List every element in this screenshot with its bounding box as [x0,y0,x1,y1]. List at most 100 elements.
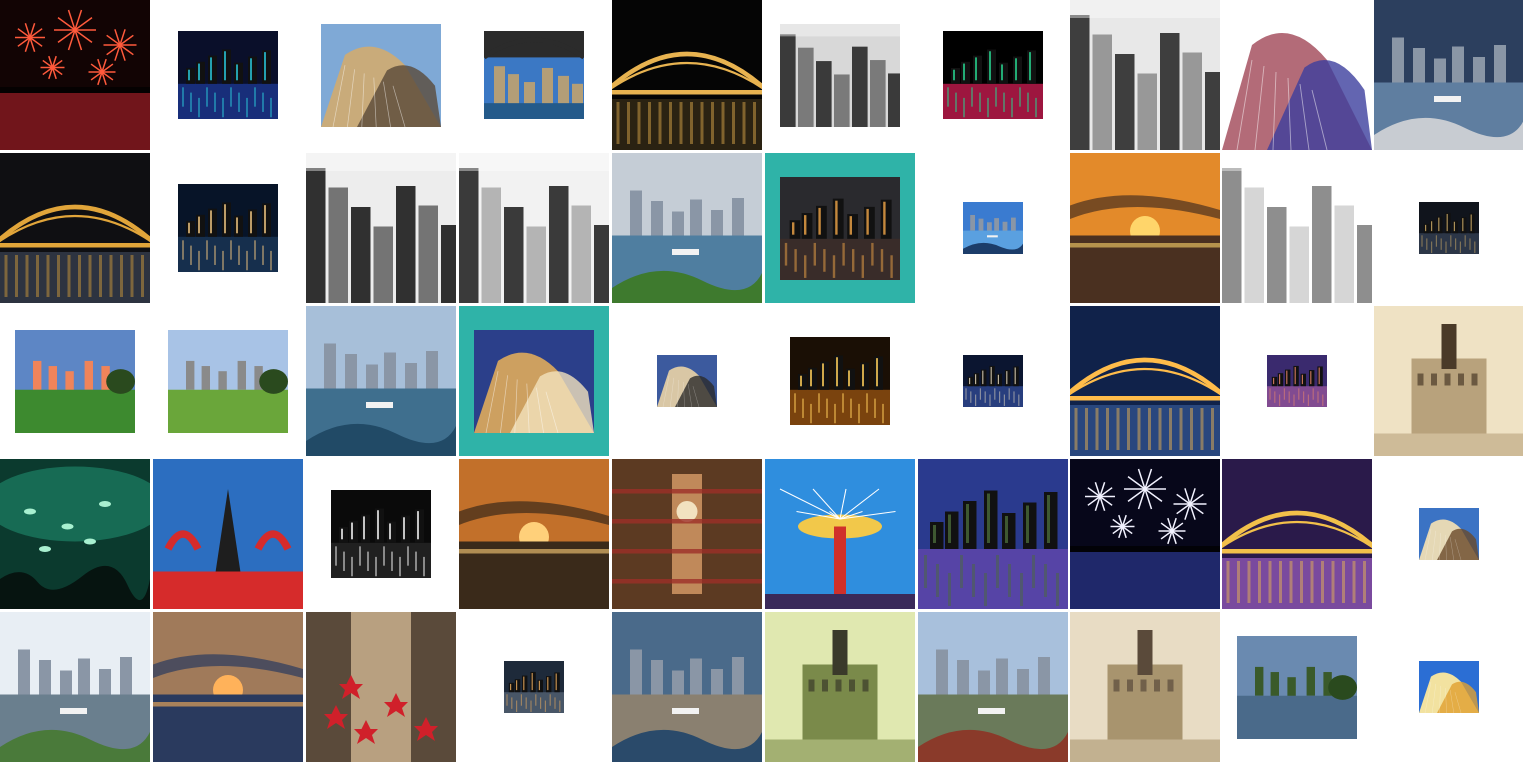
photo-sunset-beach-rocks[interactable] [1070,153,1220,303]
grid-cell [765,612,915,762]
photo-park-path-skyline[interactable] [168,329,288,433]
photo-cbd-black-white[interactable] [780,23,900,127]
photo-vintage-tram-tinted[interactable] [765,612,915,762]
grid-cell [918,0,1068,150]
photo-fireworks-harbour-image [0,0,150,150]
photo-park-path-skyline-image [168,329,288,433]
photo-bridge-construction-sepia[interactable] [1070,612,1220,762]
photo-bridge-construction-sepia-image [1070,612,1220,762]
photo-st-marys-cathedral-harbour[interactable] [918,612,1068,762]
photo-skyscrapers-looking-up-bw[interactable] [306,153,456,303]
photo-skyline-purple-dusk-image [1267,355,1327,407]
photo-opera-house-corner-sky[interactable] [657,355,717,407]
photo-opera-house-dark-water-image [331,490,431,578]
photo-harbour-bridge-night-image [612,0,762,150]
photo-opera-house-corner-sky-image [657,355,717,407]
photo-sydney-tower-fountain-dusk[interactable] [918,459,1068,609]
photo-cbd-black-white-image [780,23,900,127]
photo-skyline-reflection-small-image [504,661,564,713]
grid-cell [1070,0,1220,150]
photo-opera-house-dark-water[interactable] [331,490,431,578]
photo-tree-harbour-foreshore[interactable] [1237,635,1357,739]
photo-sydney-aerial-peninsula-image [612,612,762,762]
photo-pedestrians-from-above-bw[interactable] [459,153,609,303]
photo-fireworks-harbour[interactable] [0,0,150,150]
grid-cell [306,306,456,456]
grid-cell [0,306,150,456]
photo-street-bicycles-bw[interactable] [1070,0,1220,150]
photo-skyline-reflection-small[interactable] [504,661,564,713]
photo-skyline-park-sunset[interactable] [15,329,135,433]
photo-opera-house-tiny-sunny-image [1419,661,1479,713]
photo-aquarium-underwater[interactable] [0,459,150,609]
photo-skyline-park-sunset-image [15,329,135,433]
photo-opera-house-shells-closeup[interactable] [321,23,441,127]
photo-opera-house-shells-closeup-image [321,23,441,127]
photo-sydney-aerial-peninsula[interactable] [612,612,762,762]
photo-sunset-clouds-orange[interactable] [459,459,609,609]
grid-cell [153,306,303,456]
photo-sunset-clouds-orange-image [459,459,609,609]
grid-cell [918,612,1068,762]
photo-opera-house-shell-tiles-bw[interactable] [1222,153,1372,303]
photo-opera-house-small-sky-image [1419,508,1479,560]
photo-circular-quay-aerial[interactable] [612,153,762,303]
photo-opera-house-tiny-sunny[interactable] [1419,661,1479,713]
grid-cell [459,612,609,762]
photo-harbour-bridge-luna-park-dusk[interactable] [1222,459,1372,609]
photo-fireworks-skyline-night[interactable] [1070,459,1220,609]
photo-harbour-cloudy-day-image [306,306,456,456]
grid-cell [1222,459,1372,609]
grid-cell [612,306,762,456]
grid-cell [0,153,150,303]
photo-harbourside-houses-boats-image [0,612,150,762]
photo-sculpture-sky-red-image [153,459,303,609]
photo-opera-house-sails-golden[interactable] [474,329,594,433]
grid-cell [1222,0,1372,150]
grid-cell [918,306,1068,456]
grid-cell [1070,459,1220,609]
photo-swing-ride-blue-sky[interactable] [765,459,915,609]
grid-cell [459,306,609,456]
photo-qvb-interior-clock-image [612,459,762,609]
grid-cell [459,153,609,303]
grid-cell [1374,459,1523,609]
photo-qvb-interior-clock[interactable] [612,459,762,609]
grid-cell [0,459,150,609]
grid-cell [765,0,915,150]
photo-skyline-blue-hour[interactable] [963,202,1023,254]
photo-opera-house-light-beams[interactable] [178,31,278,119]
photo-harbour-bridge-underside[interactable] [484,31,584,119]
grid-cell [306,153,456,303]
photo-opera-house-light-beams-image [178,31,278,119]
grid-cell [153,612,303,762]
photo-darling-harbour-night[interactable] [780,176,900,280]
photo-harbour-cloudy-day[interactable] [306,306,456,456]
photo-harbour-bridge-dusk[interactable] [0,153,150,303]
photo-st-marys-cathedral-harbour-image [918,612,1068,762]
photo-storm-over-city-night[interactable] [1419,202,1479,254]
photo-christmas-stars-street[interactable] [306,612,456,762]
grid-cell [306,0,456,150]
photo-bats-over-bridge-sunset-image [153,612,303,762]
photo-vintage-town-hall-sepia[interactable] [1374,306,1523,456]
photo-opera-house-night-lit[interactable] [178,184,278,272]
photo-bats-over-bridge-sunset[interactable] [153,612,303,762]
grid-cell [765,459,915,609]
photo-opera-house-tiles-purple[interactable] [1222,0,1372,150]
photo-skyline-purple-dusk[interactable] [1267,355,1327,407]
grid-cell [1374,612,1523,762]
photo-harbourside-houses-boats[interactable] [0,612,150,762]
photo-opera-house-vivid-lights-image [943,31,1043,119]
photo-city-lights-aerial-night[interactable] [790,337,890,425]
photo-sculpture-sky-red[interactable] [153,459,303,609]
photo-opera-house-vivid-lights[interactable] [943,31,1043,119]
photo-cruise-ship-harbour[interactable] [1374,0,1523,150]
photo-storm-over-city-night-image [1419,202,1479,254]
photo-christmas-stars-street-image [306,612,456,762]
grid-cell [459,0,609,150]
photo-harbour-bridge-blue-night[interactable] [1070,306,1220,456]
photo-opera-house-small-sky[interactable] [1419,508,1479,560]
photo-harbour-bridge-night[interactable] [612,0,762,150]
photo-opera-house-skyline-night[interactable] [963,355,1023,407]
